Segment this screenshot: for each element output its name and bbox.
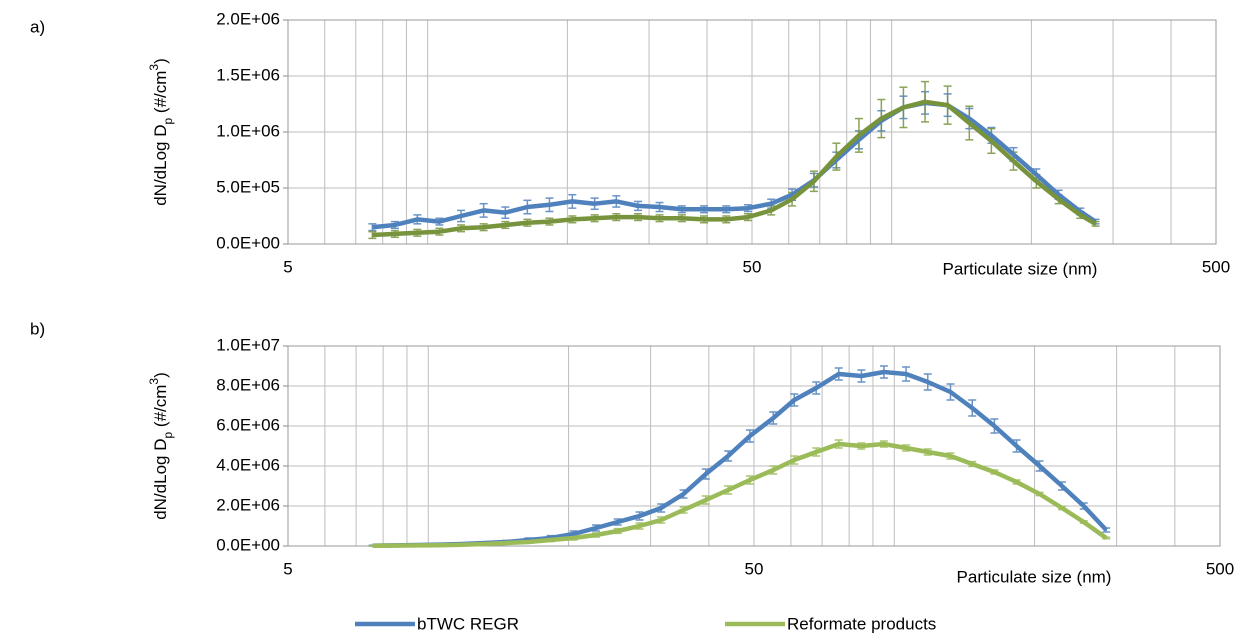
legend-label: Reformate products (787, 614, 936, 633)
y-tick-label: 0.0E+00 (216, 233, 280, 252)
x-tick-label: 50 (745, 559, 764, 578)
series-line (372, 441, 1108, 549)
series-line (372, 369, 1108, 548)
panel-label: a) (30, 17, 45, 36)
y-axis-title-part: 3 (147, 378, 161, 385)
legend-label: bTWC REGR (417, 614, 519, 633)
y-tick-label: 6.0E+06 (216, 415, 280, 434)
series-line (372, 100, 1097, 230)
x-tick-label: 5 (283, 559, 292, 578)
error-bars (368, 365, 1111, 547)
y-tick-label: 1.5E+06 (216, 65, 280, 84)
x-axis-title: Particulate size (nm) (943, 259, 1098, 278)
y-axis-title-part: (#/cm (151, 71, 170, 118)
y-tick-label: 5.0E+05 (216, 177, 280, 196)
y-axis-title-part: (#/cm (151, 385, 170, 432)
y-axis-title: dN/dLog Dp (#/cm3) (147, 58, 175, 206)
y-tick-label: 1.0E+07 (216, 335, 280, 354)
y-axis-title-part: ) (151, 58, 170, 64)
y-axis-title-part: dN/dLog D (151, 125, 170, 206)
y-axis-title-part: 3 (147, 64, 161, 71)
series-line (372, 99, 1097, 238)
plot-frame (287, 345, 1221, 547)
y-tick-label: 2.0E+06 (216, 495, 280, 514)
y-tick-label: 0.0E+00 (216, 535, 280, 554)
y-axis-title-part: p (161, 432, 175, 439)
error-bars (368, 439, 1111, 547)
y-tick-label: 4.0E+06 (216, 455, 280, 474)
y-axis-title-part: p (161, 118, 175, 125)
x-tick-label: 50 (743, 257, 762, 276)
y-tick-label: 2.0E+06 (216, 9, 280, 28)
y-axis-title-part: ) (151, 372, 170, 378)
x-tick-label: 5 (283, 257, 292, 276)
error-bars (368, 80, 1100, 240)
x-axis-title: Particulate size (nm) (957, 567, 1112, 586)
y-axis-title-part: dN/dLog D (151, 439, 170, 520)
x-tick-label: 500 (1206, 559, 1234, 578)
plot-frame (287, 19, 1217, 245)
panel-label: b) (30, 319, 45, 338)
y-axis-title: dN/dLog Dp (#/cm3) (147, 372, 175, 520)
y-tick-label: 1.0E+06 (216, 121, 280, 140)
x-tick-label: 500 (1202, 257, 1230, 276)
y-tick-label: 8.0E+06 (216, 375, 280, 394)
